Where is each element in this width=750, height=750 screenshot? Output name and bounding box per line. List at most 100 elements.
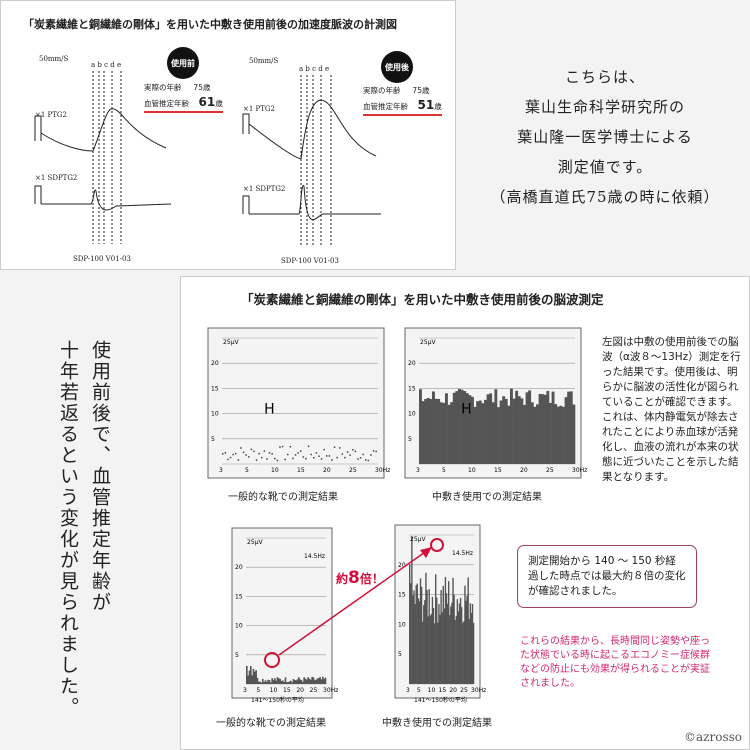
eeg-bar bbox=[302, 681, 304, 684]
times-num: 8 bbox=[348, 568, 360, 588]
eeg-bar bbox=[453, 594, 455, 684]
y-tick: 20 bbox=[408, 360, 416, 367]
eeg-bar bbox=[468, 618, 470, 684]
eeg-point bbox=[370, 454, 372, 456]
before-ages: 実際の年齢 75歳 血管推定年齢 61歳 bbox=[144, 81, 223, 113]
eeg-bar bbox=[288, 681, 291, 684]
eeg-bar bbox=[435, 574, 437, 684]
eeg-bar bbox=[463, 621, 465, 684]
eeg-bar bbox=[551, 391, 555, 464]
eeg-bar bbox=[266, 681, 268, 684]
eeg-bar bbox=[464, 585, 466, 684]
eeg-bar bbox=[292, 679, 295, 684]
eeg-bar bbox=[470, 612, 473, 684]
caption-after: 中敷き使用での測定結果 bbox=[432, 492, 542, 503]
eeg-bar bbox=[306, 679, 308, 684]
eeg-bar bbox=[251, 675, 253, 684]
eeg-bar bbox=[439, 402, 443, 464]
eeg-bar bbox=[271, 678, 273, 684]
eeg-point bbox=[372, 450, 375, 452]
eeg-bar bbox=[410, 583, 412, 684]
eeg-bar bbox=[250, 666, 252, 684]
eeg-chart bbox=[404, 327, 582, 479]
eeg-bar bbox=[445, 593, 448, 684]
eeg-bar bbox=[543, 394, 547, 464]
device-label: SDP-100 V01-03 bbox=[281, 257, 339, 265]
actual-age-label: 実際の年齢 bbox=[144, 83, 182, 92]
eeg-bar bbox=[494, 389, 498, 464]
eeg-bar bbox=[450, 402, 454, 464]
eeg-bar bbox=[462, 622, 464, 684]
highlight-box: 測定開始から 140 ～ 150 秒経過した時点では最大約８倍の変化が確認されま… bbox=[517, 545, 697, 608]
x-tick: 5 bbox=[245, 467, 249, 474]
eeg-point bbox=[359, 457, 362, 459]
eeg-bar bbox=[538, 393, 542, 464]
eeg-bar bbox=[481, 403, 485, 464]
sdptg-label: ×1 SDPTG2 bbox=[243, 185, 286, 193]
y-tick: 10 bbox=[408, 411, 416, 418]
eeg-bar bbox=[484, 399, 487, 464]
eeg-bar bbox=[248, 670, 251, 684]
y-tick: 20 bbox=[235, 564, 243, 571]
eeg-point bbox=[229, 456, 232, 459]
eeg-bar bbox=[425, 572, 427, 684]
eeg-bar bbox=[442, 585, 444, 684]
conclusion-text: これらの結果から、長時間同じ姿勢や座った状態でいる時に起こるエコノミー症候群など… bbox=[520, 636, 710, 689]
eeg-chart bbox=[207, 327, 385, 479]
eeg-point bbox=[328, 455, 331, 457]
hz-label: 14.5Hz bbox=[452, 550, 473, 557]
eeg-bar bbox=[252, 668, 255, 684]
eeg-bar bbox=[441, 612, 443, 684]
summary-line: 十年若返るという変化が見られました。 bbox=[57, 340, 79, 718]
eeg-bar bbox=[447, 404, 451, 464]
est-age-value: 51 bbox=[417, 98, 435, 112]
eeg-bar bbox=[463, 391, 467, 464]
eeg-bar bbox=[517, 396, 521, 464]
eeg-bar bbox=[287, 682, 289, 684]
eeg-bar bbox=[421, 401, 425, 464]
eeg-bar bbox=[458, 388, 461, 464]
eeg-bar bbox=[455, 615, 457, 684]
eeg-bar bbox=[255, 670, 257, 684]
eeg-bar bbox=[455, 391, 459, 464]
eeg-point bbox=[222, 453, 224, 455]
eeg-bar bbox=[504, 398, 508, 464]
eeg-bar bbox=[254, 671, 256, 684]
device-label: SDP-100 V01-03 bbox=[73, 255, 131, 263]
eeg-point bbox=[242, 451, 245, 454]
eeg-description: 左図は中敷の使用前後での脳波（α波８～13Hz）測定を行った結果です。使用後は、… bbox=[602, 336, 741, 483]
eeg-bar bbox=[549, 402, 552, 464]
eeg-bar bbox=[256, 677, 259, 684]
eeg-point bbox=[352, 449, 354, 451]
eeg-bar bbox=[438, 604, 440, 684]
eeg-bar bbox=[259, 681, 261, 684]
time-label: 141～150秒の平均 bbox=[414, 696, 467, 704]
eeg-bar bbox=[572, 404, 576, 464]
eeg-point bbox=[305, 457, 307, 460]
eeg-bar bbox=[416, 583, 418, 684]
eeg-point bbox=[248, 456, 250, 458]
x-tick: 20 bbox=[520, 467, 528, 474]
x-tick: 10 bbox=[428, 687, 436, 694]
eeg-bar bbox=[411, 536, 413, 684]
intro-line: 測定値です。 bbox=[557, 158, 653, 176]
eeg-bar bbox=[460, 389, 464, 464]
x-tick: 15 bbox=[297, 467, 305, 474]
eeg-chart bbox=[394, 524, 481, 699]
eeg-bar bbox=[278, 678, 280, 684]
eeg-bar bbox=[567, 391, 571, 464]
eeg-bar bbox=[449, 615, 451, 684]
arrow-line bbox=[278, 549, 429, 656]
eeg-point bbox=[349, 454, 351, 456]
speed-label: 50mm/S bbox=[249, 57, 279, 65]
eeg-point bbox=[266, 458, 268, 460]
after-ages: 実際の年齢 75歳 血管推定年齢 51歳 bbox=[363, 84, 442, 116]
caption-before-2: 一般的な靴での測定結果 bbox=[216, 718, 326, 729]
y-tick: 10 bbox=[398, 621, 406, 628]
eeg-bar bbox=[295, 680, 297, 684]
eeg-bar bbox=[291, 682, 293, 684]
eeg-bar bbox=[554, 404, 558, 464]
eeg-bar bbox=[298, 677, 300, 684]
marker-h: H bbox=[264, 402, 275, 418]
